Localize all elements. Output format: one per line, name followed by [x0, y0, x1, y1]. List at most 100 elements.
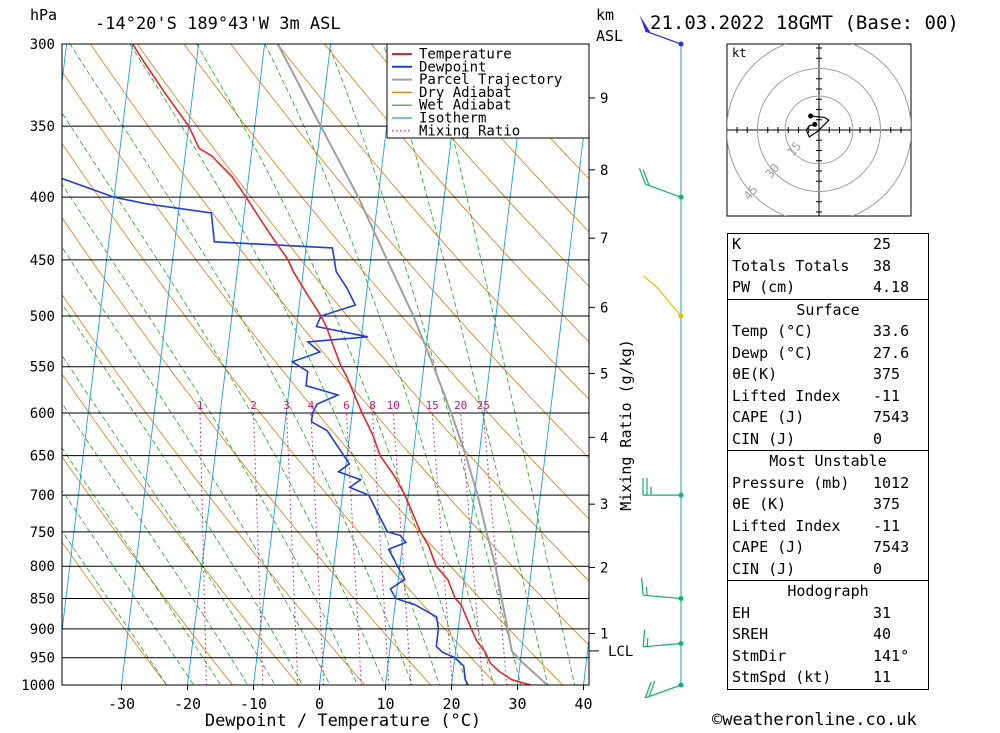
legend-entry: Temperature — [419, 47, 512, 63]
stat-label: Lifted Index — [732, 516, 841, 535]
wind-barb-half-flag — [645, 586, 648, 596]
wet-adiabat-line — [62, 489, 195, 685]
wind-barb-half-flag — [646, 637, 649, 647]
height-tick-label: 1 — [600, 627, 608, 643]
temperature-tick-label: -10 — [240, 695, 267, 713]
stat-label: Totals Totals — [732, 256, 850, 275]
copyright-link[interactable]: ©weatheronline.co.uk — [712, 710, 917, 730]
wind-barb-flag — [642, 169, 650, 186]
pressure-tick-label: 600 — [30, 406, 55, 422]
mixing-ratio-line — [482, 412, 508, 685]
pressure-tick-label: 750 — [30, 525, 55, 541]
stat-row: Dewp (°C) 27.6 — [728, 343, 928, 365]
hodograph-ring — [757, 68, 881, 192]
stat-label: CIN (J) — [732, 429, 796, 448]
stat-label: Lifted Index — [732, 386, 841, 405]
wet-adiabat-line — [62, 183, 358, 685]
stat-value: 0 — [873, 559, 883, 578]
stat-row: Lifted Index -11 — [728, 386, 928, 408]
height-tick-label: 5 — [600, 366, 608, 382]
legend-entry: Wet Adiabat — [419, 98, 512, 114]
pressure-axis: 300 350 400 450 500 550 600 650 700 750 800 850 900 9… — [21, 37, 55, 694]
mixing-ratio-line — [345, 412, 362, 685]
mixing-ratio-label: 2 — [250, 399, 257, 412]
stat-value: 33.6 — [873, 322, 910, 340]
wind-barb-staff — [645, 30, 682, 45]
wind-barb-flag — [638, 167, 646, 185]
stats-panel: K 25 Totals Totals 38 PW (cm) 4.18 Surface … — [727, 233, 929, 690]
stat-value: 27.6 — [873, 343, 910, 362]
wet-adiabat-line — [430, 44, 576, 685]
wind-barb-dot — [678, 194, 684, 200]
dry-adiabat-line — [62, 373, 300, 685]
stat-label: Pressure (mb) — [732, 473, 850, 492]
height-tick-label: 2 — [600, 561, 608, 577]
stat-row: Temp (°C) 33.6 — [728, 321, 928, 343]
wind-barb-staff — [643, 594, 682, 600]
legend-entry: Parcel Trajectory — [419, 72, 562, 88]
pressure-unit-label: hPa — [30, 6, 57, 24]
stat-value: 25 — [873, 235, 892, 253]
x-axis-label: Dewpoint / Temperature (°C) — [205, 711, 481, 731]
wind-barbs — [638, 15, 684, 699]
stat-row: Lifted Index -11 — [728, 516, 928, 538]
wet-adiabat-line — [62, 354, 276, 685]
stat-row: StmDir 141° — [728, 646, 928, 668]
legend-box — [386, 43, 590, 139]
surface-section: Surface Temp (°C) 33.6 Dewp (°C) 27.6 θE(K… — [728, 298, 928, 451]
pressure-tick-label: 1000 — [21, 678, 55, 694]
pressure-tick-label: 950 — [30, 651, 55, 667]
height-tick-label: 6 — [600, 300, 608, 316]
pressure-tick-label: 350 — [30, 119, 55, 135]
wet-adiabat-line — [62, 530, 168, 685]
stat-value: -11 — [873, 516, 901, 535]
chart-location-title: -14°20'S 189°43'W 3m ASL — [95, 14, 341, 34]
stat-label: SREH — [732, 625, 769, 643]
temperature-tick-label: 10 — [376, 695, 394, 713]
wind-barb — [641, 578, 684, 601]
wet-adiabat-line — [383, 44, 549, 685]
stat-value: 4.18 — [873, 278, 910, 296]
section-title: Surface — [796, 300, 860, 319]
pressure-tick-label: 450 — [30, 253, 55, 269]
mixing-ratio-label: 15 — [426, 399, 439, 412]
height-tick-label: 4 — [600, 430, 608, 446]
wind-barb-dot — [678, 492, 684, 498]
temperature-line — [131, 44, 531, 685]
mixing-ratio-label: 8 — [369, 399, 376, 412]
wind-barb — [642, 478, 684, 498]
wind-barb-dot — [678, 313, 684, 319]
temperature-tick-label: -30 — [108, 695, 135, 713]
mixing-ratio-label: 4 — [308, 399, 315, 412]
wind-barb — [639, 15, 684, 47]
stat-row: K 25 — [728, 234, 928, 256]
isotherm-line — [0, 7, 5, 711]
wind-barb-dot — [678, 640, 684, 646]
hodograph-point — [808, 113, 814, 119]
mixing-ratio-line — [372, 412, 390, 685]
stat-value: 375 — [873, 365, 901, 383]
stat-row: θE (K) 375 — [728, 494, 928, 516]
temperature-axis: -30 -20 -10 0 10 20 30 40 — [108, 685, 593, 713]
stat-row: PW (cm) 4.18 — [728, 277, 928, 299]
temperature-tick-label: 20 — [442, 695, 460, 713]
wind-barb-staff — [645, 684, 682, 699]
pressure-tick-label: 900 — [30, 622, 55, 638]
stat-row: StmSpd (kt) 11 — [728, 667, 928, 689]
stat-row: CAPE (J) 7543 — [728, 407, 928, 429]
stat-value: 7543 — [873, 538, 910, 556]
stat-label: θE (K) — [732, 495, 787, 513]
stat-label: PW (cm) — [732, 278, 796, 296]
wind-barb — [638, 167, 684, 200]
pressure-tick-label: 300 — [30, 37, 55, 53]
wind-barb-staff — [656, 286, 682, 317]
pressure-tick-label: 400 — [30, 190, 55, 206]
mixing-ratio-line — [392, 412, 412, 685]
grid-lines — [0, 7, 589, 711]
height-tick-label: 8 — [600, 163, 608, 179]
wet-adiabat-line — [196, 44, 468, 685]
dry-adiabat-line — [62, 142, 498, 685]
wet-adiabat-line — [129, 44, 441, 685]
